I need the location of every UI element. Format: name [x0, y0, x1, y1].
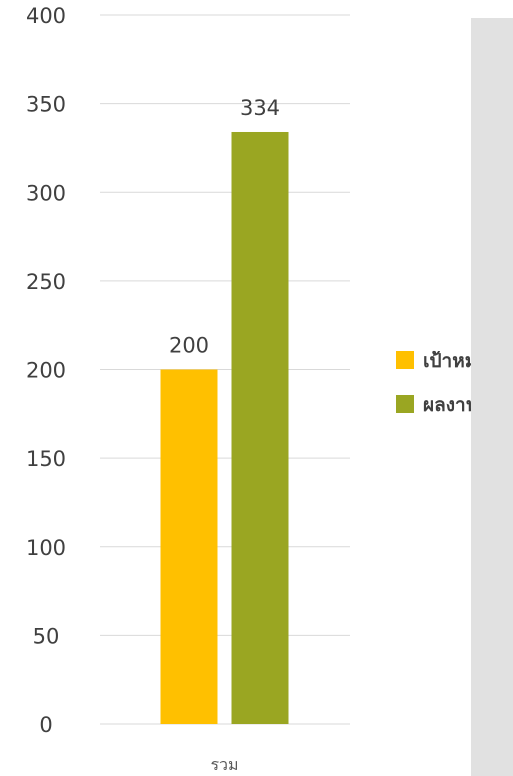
- y-tick-label: 250: [26, 270, 66, 294]
- data-label: 334: [240, 96, 280, 120]
- y-tick-label: 300: [26, 181, 66, 205]
- y-tick-label: 100: [26, 536, 66, 560]
- bar-result: [231, 131, 289, 725]
- side-panel: [471, 18, 513, 776]
- y-tick-label: 400: [26, 4, 66, 28]
- y-tick-label: 0: [39, 713, 52, 737]
- data-label: 200: [169, 334, 209, 358]
- x-category-label: รวม: [210, 755, 238, 774]
- legend-label: ผลงาน: [423, 394, 479, 416]
- y-tick-label: 50: [33, 624, 60, 648]
- y-tick-label: 150: [26, 447, 66, 471]
- legend-swatch: [396, 395, 414, 413]
- legend-swatch: [396, 351, 414, 369]
- y-tick-label: 200: [26, 359, 66, 383]
- bar-target: [160, 369, 218, 724]
- y-tick-label: 350: [26, 93, 66, 117]
